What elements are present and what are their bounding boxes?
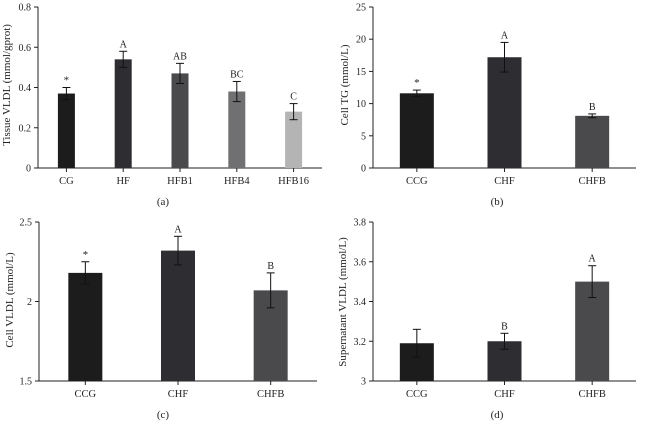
panel-a-ytick-label: 0.2 — [19, 123, 32, 134]
panel-a-xtick-label: CG — [59, 176, 74, 187]
panel-b-ytick-label: 0 — [361, 164, 366, 175]
panel-d-xtick-label: CHF — [494, 389, 515, 400]
panel-b-ylabel: Cell TG (mmol/L) — [339, 44, 351, 125]
panel-b-label: (b) — [491, 196, 504, 208]
panel-c-xtick-label: CCG — [75, 389, 97, 400]
panel-a-label: (a) — [157, 196, 170, 208]
panel-a-annotation: A — [120, 39, 128, 50]
panel-d: Supernatant VLDL (mmol/L) (d) 3 3.2 3.4 3.6… — [337, 218, 636, 421]
panel-d-bar — [575, 281, 610, 381]
panel-a-bar — [57, 93, 75, 168]
panel-b-ytick-label: 20 — [356, 35, 366, 46]
panel-d-label: (d) — [491, 409, 504, 421]
panel-b-bar — [399, 93, 434, 168]
panel-d-ytick-label: 3.2 — [354, 337, 367, 348]
panel-c-xtick-label: CHFB — [257, 389, 284, 400]
panel-b-ytick-label: 15 — [356, 67, 366, 78]
panel-c-label: (c) — [157, 409, 170, 421]
panel-d-annotation: A — [589, 254, 597, 265]
panel-c-bar — [161, 250, 195, 381]
panel-b: Cell TG (mmol/L) (b) 0 5 10 15 20 25 CCG * CHF A C… — [339, 3, 636, 208]
panel-a-bar — [114, 59, 132, 169]
panel-c-ytick-label: 2 — [27, 297, 32, 308]
panel-a-annotation: BC — [230, 69, 244, 80]
panel-c-annotation: B — [267, 261, 274, 272]
panel-d-ytick-label: 3.6 — [354, 257, 367, 268]
panel-a-ytick-label: 0.6 — [19, 43, 32, 54]
panel-d-annotation: B — [501, 321, 508, 332]
panel-b-bar — [487, 57, 522, 169]
panel-a-ytick-label: 0.4 — [19, 83, 32, 94]
panel-a-bar — [228, 91, 246, 168]
panel-c-ylabel: Cell VLDL (mmol/L) — [4, 252, 16, 348]
panel-d-ytick-label: 3.8 — [354, 218, 367, 229]
panel-b-ytick-label: 5 — [361, 131, 366, 142]
panel-b-ytick-label: 25 — [356, 3, 366, 14]
panel-a-ylabel: Tissue VLDL (mmol/gprot) — [1, 24, 13, 146]
panel-d-ytick-label: 3.4 — [354, 297, 367, 308]
panel-a-annotation: C — [290, 92, 297, 103]
panel-b-ytick-label: 10 — [356, 99, 366, 110]
panel-c-annotation: A — [174, 224, 182, 235]
panel-a-annotation: AB — [173, 51, 187, 62]
panel-d-ylabel: Supernatant VLDL (mmol/L) — [337, 237, 349, 367]
panel-b-xtick-label: CHFB — [578, 176, 605, 187]
panel-c-ytick-label: 1.5 — [20, 377, 33, 388]
panel-a-xtick-label: HFB4 — [224, 176, 250, 187]
panel-b-annotation: * — [414, 77, 420, 89]
panel-a-bar — [285, 111, 303, 168]
panel-b-xtick-label: CCG — [406, 176, 428, 187]
panel-d-xtick-label: CCG — [406, 389, 428, 400]
panel-b-bar — [575, 115, 610, 168]
panel-a-xtick-label: HFB1 — [167, 176, 193, 187]
panel-a-xtick-label: HF — [116, 176, 130, 187]
panel-b-annotation: A — [501, 30, 509, 41]
panel-c-ytick-label: 2.5 — [20, 218, 33, 229]
panel-a-bar — [171, 73, 189, 168]
panel-a-ytick-label: 0 — [26, 164, 31, 175]
panel-a-ytick-label: 0.8 — [19, 3, 32, 14]
panel-b-annotation: B — [589, 102, 596, 113]
panel-c-xtick-label: CHF — [168, 389, 189, 400]
panel-d-ytick-label: 3 — [361, 377, 366, 388]
panel-a-xtick-label: HFB16 — [278, 176, 309, 187]
panel-c: Cell VLDL (mmol/L) (c) 1.5 2 2.5 CCG * CHF A CH… — [4, 218, 317, 421]
panel-c-annotation: * — [83, 249, 89, 261]
panel-a: Tissue VLDL (mmol/gprot) (a) 0 0.2 0.4 0.6 0… — [1, 3, 322, 208]
panel-c-bar — [68, 272, 103, 381]
panel-b-xtick-label: CHF — [494, 176, 515, 187]
panel-a-annotation: * — [64, 75, 70, 87]
panel-d-xtick-label: CHFB — [578, 389, 605, 400]
